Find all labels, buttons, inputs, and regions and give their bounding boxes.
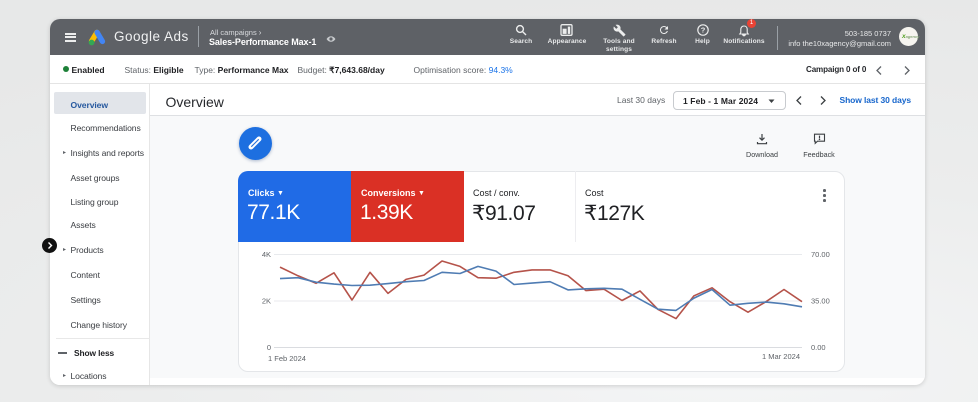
svg-text:35.00: 35.00	[811, 297, 830, 306]
svg-text:1 Mar 2024: 1 Mar 2024	[762, 352, 800, 361]
svg-text:?: ?	[700, 26, 705, 35]
svg-text:4K: 4K	[262, 250, 271, 259]
svg-text:0: 0	[267, 343, 271, 352]
svg-text:0.00: 0.00	[811, 343, 826, 352]
svg-text:2K: 2K	[262, 297, 271, 306]
svg-text:1 Feb 2024: 1 Feb 2024	[268, 354, 306, 363]
svg-text:70.00: 70.00	[811, 250, 830, 259]
